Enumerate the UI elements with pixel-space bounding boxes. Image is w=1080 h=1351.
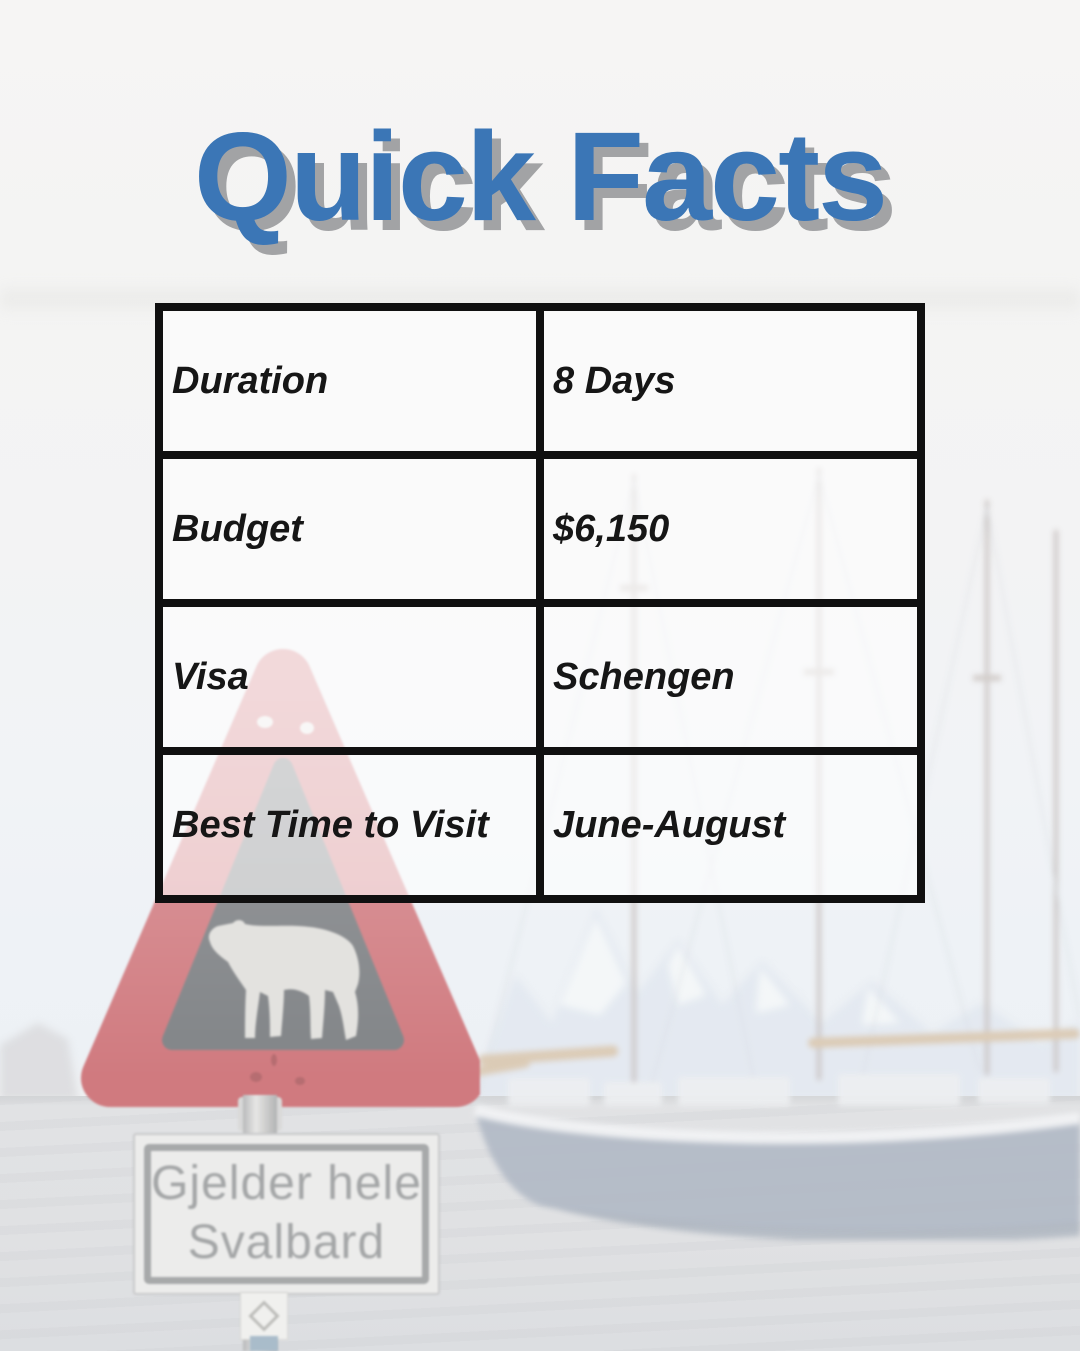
fact-label: Visa xyxy=(155,599,544,755)
table-row: Duration 8 Days xyxy=(155,303,925,459)
fact-label: Best Time to Visit xyxy=(155,747,544,903)
pole-sticker xyxy=(240,1292,288,1340)
svalbard-sign-frame: Gjelder hele Svalbard xyxy=(144,1144,429,1284)
fact-value: $6,150 xyxy=(536,451,925,607)
polar-bear-icon xyxy=(208,920,360,1040)
ship-hull xyxy=(475,1110,1080,1232)
svalbard-sign-line2: Svalbard xyxy=(187,1216,386,1269)
fact-label: Duration xyxy=(155,303,544,459)
svalbard-sign-line1: Gjelder hele xyxy=(151,1157,422,1211)
svalbard-sign: Gjelder hele Svalbard xyxy=(133,1133,440,1295)
table-row: Best Time to Visit June-August xyxy=(155,747,925,903)
fact-label: Budget xyxy=(155,451,544,607)
fact-value: Schengen xyxy=(536,599,925,755)
ship-deckhouse xyxy=(508,1074,1050,1106)
sign-rust-marks xyxy=(250,1054,305,1085)
ship-hull-stripe xyxy=(473,1104,1080,1144)
fact-value: June-August xyxy=(536,747,925,903)
pole-sticker-blue xyxy=(250,1336,278,1351)
table-row: Budget $6,150 xyxy=(155,451,925,607)
fact-value: 8 Days xyxy=(536,303,925,459)
table-row: Visa Schengen xyxy=(155,599,925,755)
page-title: Quick Facts xyxy=(193,106,888,247)
sticker-diamond-icon xyxy=(248,1300,280,1332)
quick-facts-table: Duration 8 Days Budget $6,150 Visa Schen… xyxy=(155,303,925,903)
mountains xyxy=(0,907,1080,1100)
ship-waterline xyxy=(540,1204,1080,1240)
